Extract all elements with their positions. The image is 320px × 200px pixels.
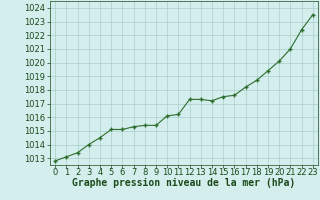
X-axis label: Graphe pression niveau de la mer (hPa): Graphe pression niveau de la mer (hPa) bbox=[72, 178, 296, 188]
